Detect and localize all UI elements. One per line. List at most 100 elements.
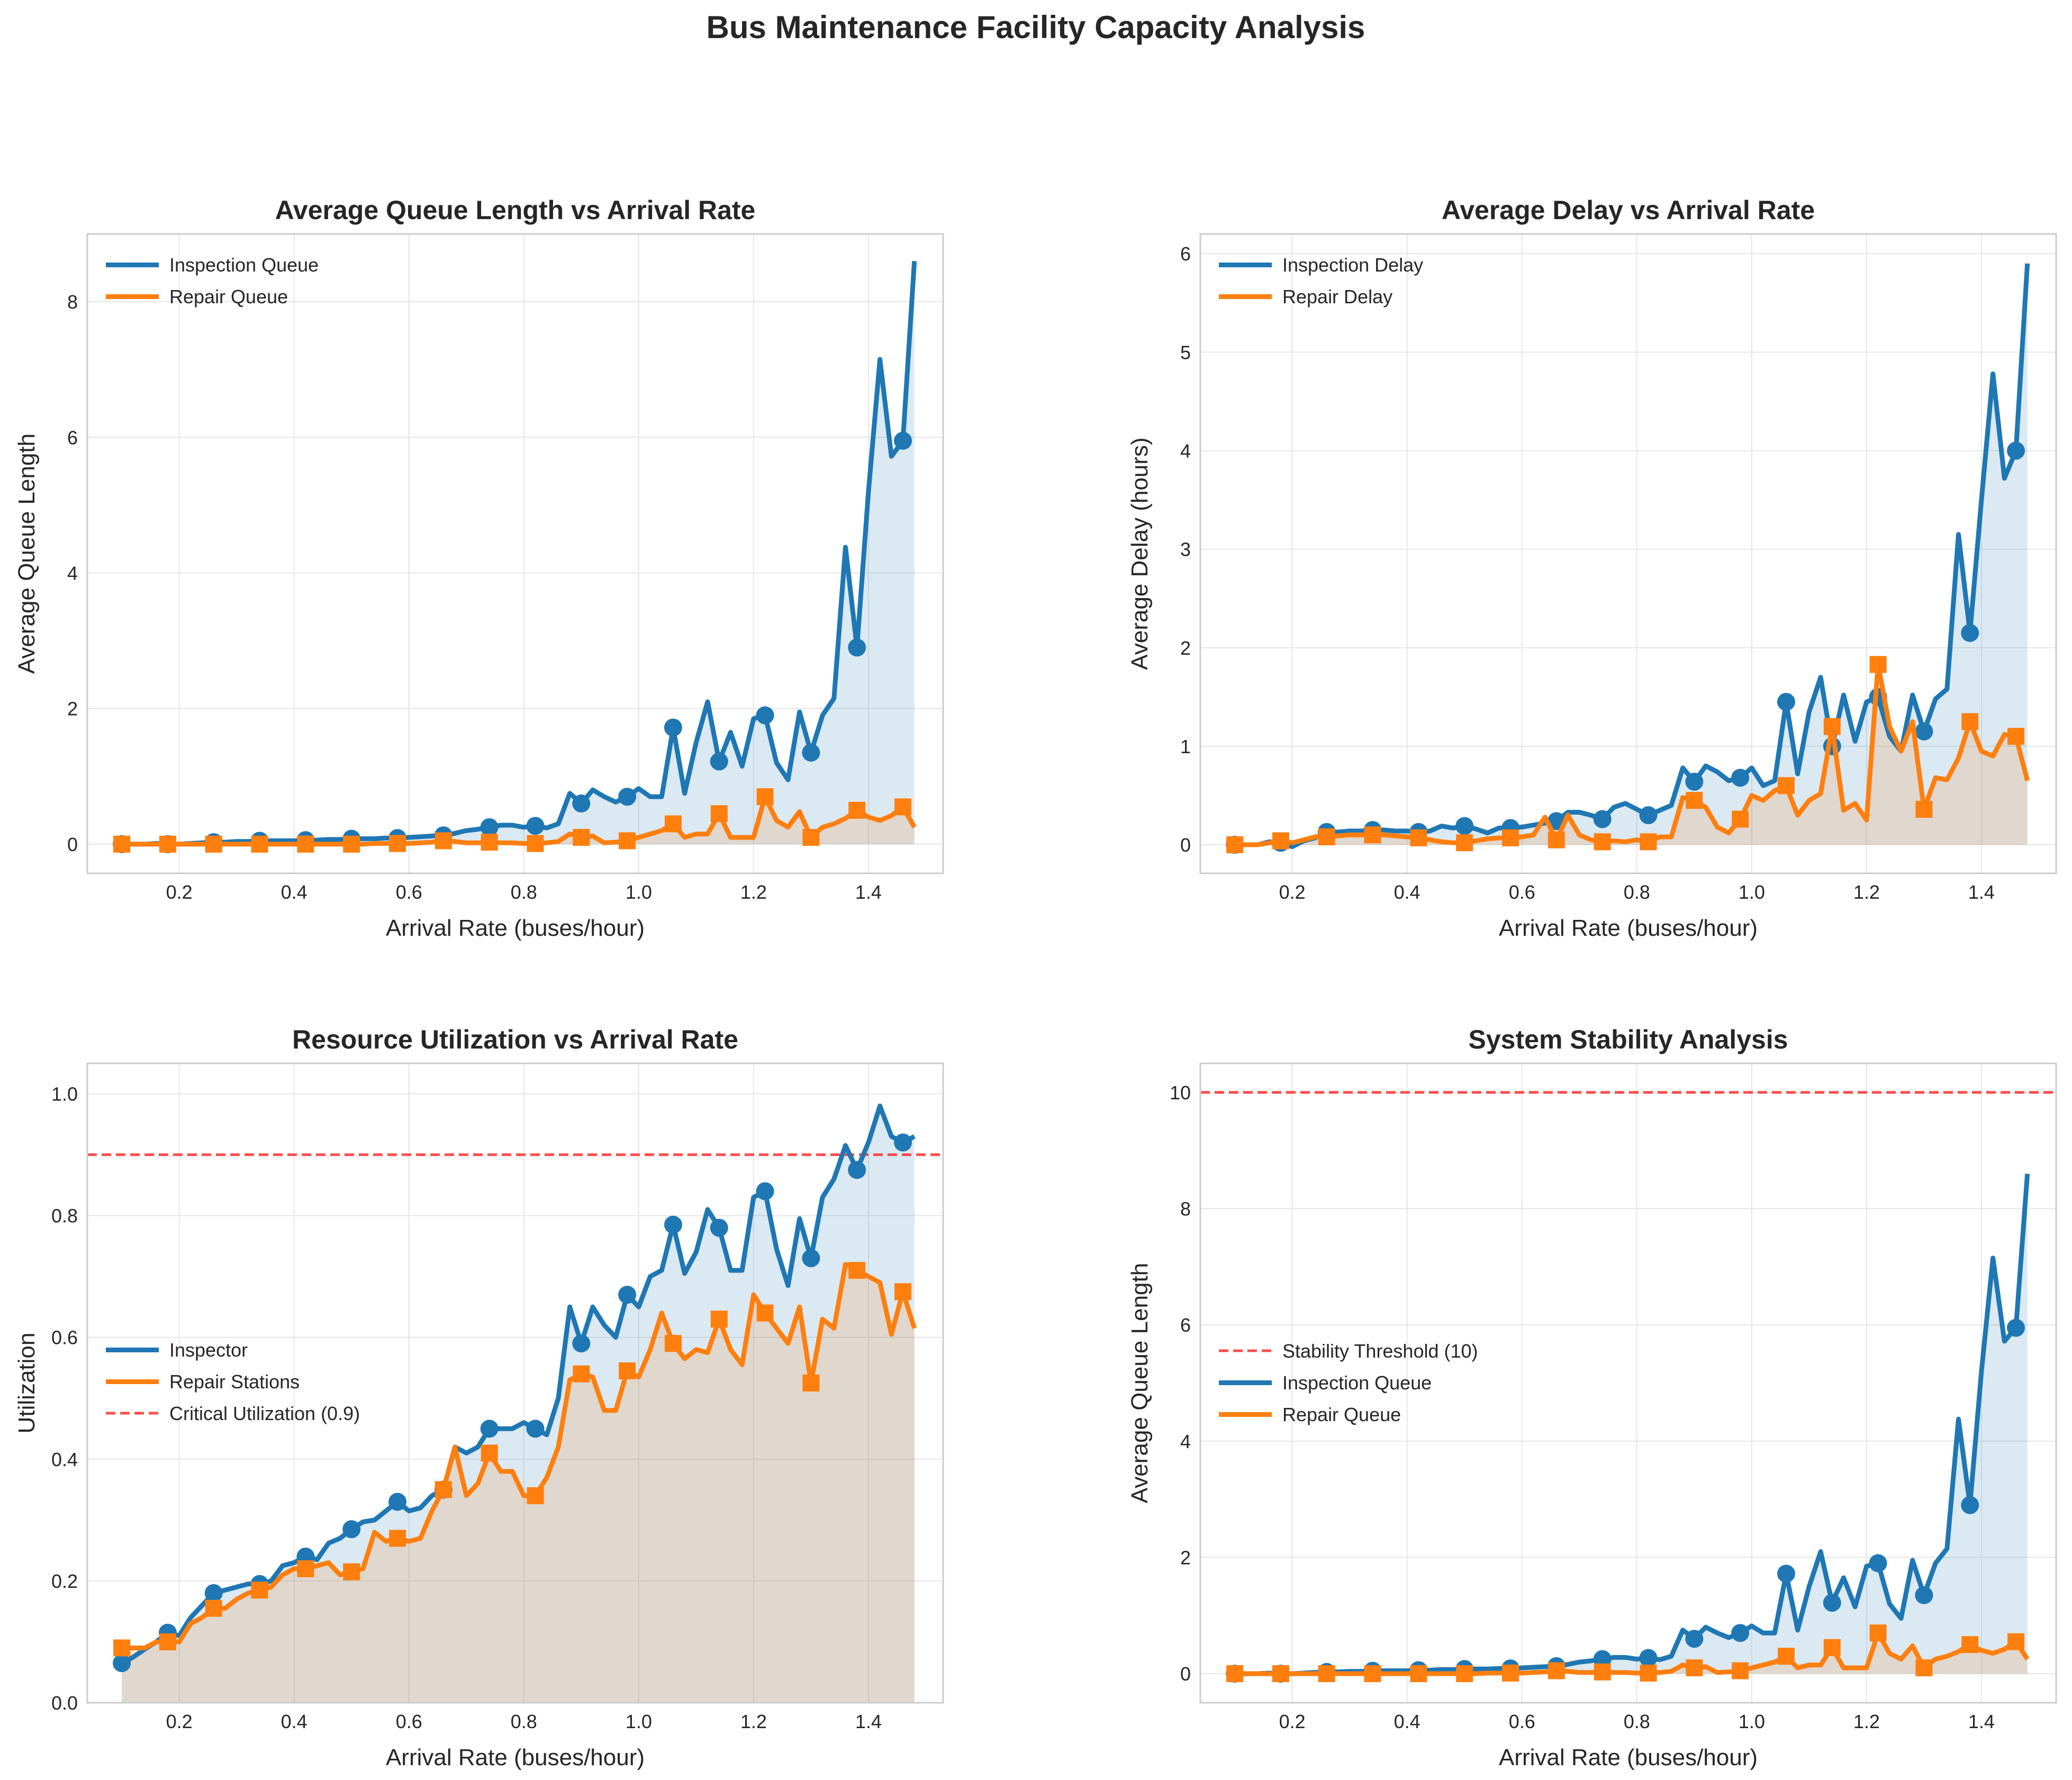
legend-label: Repair Stations <box>169 1371 300 1393</box>
data-point <box>1639 806 1658 825</box>
legend-swatch <box>106 263 159 267</box>
y-tick-label: 1 <box>1180 736 1191 757</box>
data-point <box>388 1493 407 1511</box>
data-point <box>1640 833 1657 851</box>
panel-queue-length: Average Queue Length vs Arrival Rate Arr… <box>14 195 944 941</box>
data-point <box>159 835 176 853</box>
data-point <box>1869 1554 1887 1573</box>
data-point <box>2007 1318 2025 1337</box>
data-point <box>1226 1665 1244 1683</box>
y-tick-label: 0.4 <box>51 1449 78 1470</box>
data-point <box>664 718 682 737</box>
x-axis-label: Arrival Rate (buses/hour) <box>1499 915 1758 941</box>
data-point <box>2007 1633 2025 1650</box>
y-axis-label: Average Delay (hours) <box>1127 437 1153 670</box>
data-point <box>710 752 728 771</box>
data-point <box>1410 1665 1427 1683</box>
data-point <box>2007 441 2025 460</box>
data-point <box>572 1334 591 1353</box>
x-tick-label: 1.0 <box>1739 1711 1765 1732</box>
data-point <box>1732 1662 1749 1679</box>
x-tick-label: 0.6 <box>1509 1711 1535 1732</box>
data-point <box>1640 1664 1657 1682</box>
axes-frame <box>86 1062 944 1704</box>
data-point <box>619 832 636 850</box>
y-tick-label: 3 <box>1180 539 1191 561</box>
axes-frame <box>1199 1062 2057 1704</box>
x-tick-label: 0.8 <box>511 1711 537 1732</box>
data-point <box>573 1365 590 1383</box>
data-point <box>1639 1649 1658 1667</box>
x-tick-label: 0.8 <box>1624 1711 1650 1732</box>
y-tick-label: 10 <box>1170 1082 1191 1104</box>
legend-swatch <box>106 294 159 299</box>
data-point <box>756 706 774 725</box>
data-point <box>527 1487 544 1504</box>
data-point <box>1823 718 1841 735</box>
data-point <box>204 1584 223 1602</box>
data-point <box>1318 828 1335 846</box>
x-tick-label: 1.4 <box>855 1711 882 1732</box>
data-point <box>619 1362 636 1379</box>
panel-title: System Stability Analysis <box>1469 1025 1788 1054</box>
data-point <box>1502 1664 1519 1682</box>
data-point <box>1455 817 1474 835</box>
panel-title: Average Delay vs Arrival Rate <box>1442 195 1815 225</box>
y-tick-label: 4 <box>67 563 78 584</box>
legend-swatch <box>1219 1412 1272 1417</box>
x-tick-label: 1.2 <box>1853 881 1880 903</box>
data-point <box>343 1563 360 1580</box>
data-point <box>894 431 912 450</box>
legend-label: Repair Queue <box>1282 1404 1401 1425</box>
data-point <box>159 1633 176 1650</box>
plot-area: 0.2 0.4 0.6 0.8 1.0 1.2 1.4 0 2 4 6 8 <box>67 233 944 903</box>
y-tick-label: 6 <box>1180 243 1191 265</box>
data-point <box>1456 1665 1473 1683</box>
data-point <box>1915 722 1933 740</box>
data-point <box>481 1444 498 1462</box>
series-fill-orange <box>1235 1633 2028 1674</box>
legend: Inspection Queue Repair Queue <box>106 254 319 308</box>
series-fill-blue <box>122 261 915 844</box>
data-point <box>756 1182 774 1200</box>
data-point <box>1915 1659 1933 1677</box>
legend-swatch <box>106 1379 159 1384</box>
data-point <box>802 743 820 762</box>
data-point <box>802 1375 820 1392</box>
x-tick-label: 1.0 <box>626 1711 652 1732</box>
y-tick-label: 0 <box>1180 1663 1191 1685</box>
data-point <box>1272 832 1289 850</box>
y-tick-label: 0 <box>1180 834 1191 856</box>
data-point <box>756 1304 774 1322</box>
data-point <box>573 829 590 846</box>
y-tick-label: 0 <box>67 834 78 855</box>
y-tick-label: 0.6 <box>51 1327 78 1349</box>
y-tick-label: 0.2 <box>51 1570 78 1592</box>
y-axis-label: Utilization <box>14 1333 40 1434</box>
data-point <box>1226 836 1244 854</box>
data-point <box>435 1481 452 1498</box>
data-point <box>1777 1648 1795 1665</box>
y-tick-label: 2 <box>67 698 78 720</box>
data-point <box>113 835 131 853</box>
data-point <box>664 815 682 833</box>
x-tick-label: 0.4 <box>1394 881 1420 903</box>
x-tick-label: 0.2 <box>166 881 193 903</box>
legend-swatch <box>1219 1380 1272 1385</box>
data-point <box>664 1335 682 1352</box>
x-axis-label: Arrival Rate (buses/hour) <box>1499 1745 1758 1770</box>
data-point <box>848 1262 866 1279</box>
data-point <box>1272 1665 1289 1683</box>
data-point <box>342 1520 361 1539</box>
data-point <box>572 794 591 813</box>
x-tick-label: 1.4 <box>1968 1711 1995 1732</box>
legend: Inspection Delay Repair Delay <box>1219 254 1423 308</box>
plot-area: 0.2 0.4 0.6 0.8 1.0 1.2 1.4 0.0 0.2 0.4 0.6 0.8 1.0 <box>51 1062 944 1732</box>
y-tick-label: 8 <box>1180 1198 1191 1220</box>
legend-label: Inspection Queue <box>169 254 319 276</box>
axes-frame <box>1199 233 2057 874</box>
data-point <box>848 638 866 657</box>
data-point <box>205 835 222 853</box>
data-point <box>1777 693 1795 711</box>
data-point <box>389 835 406 852</box>
